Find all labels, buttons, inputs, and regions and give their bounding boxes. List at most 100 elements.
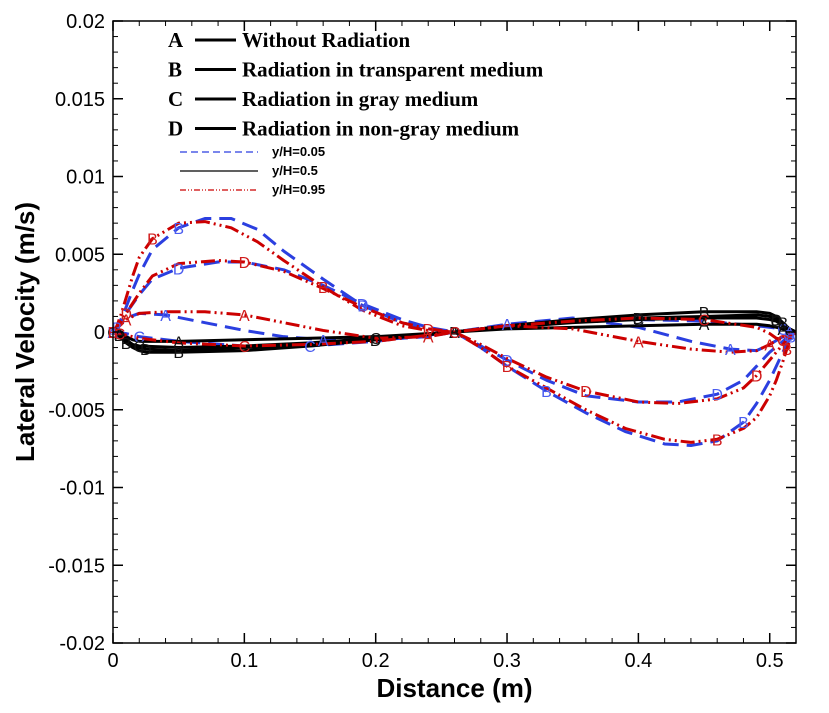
y-tick-label: -0.02 bbox=[59, 633, 105, 655]
series-marker-a-y-h-0-05: A bbox=[502, 317, 513, 334]
series-marker-b-y-h-0-5: B bbox=[778, 316, 789, 333]
x-tick-label: 0.1 bbox=[230, 650, 258, 672]
legend-letter: D bbox=[168, 117, 183, 141]
y-tick-label: 0 bbox=[94, 322, 105, 344]
series-marker-d-y-h-0-95: D bbox=[751, 369, 763, 386]
series-line-b-y-h-0-95 bbox=[113, 220, 796, 444]
series-marker-d-y-h-0-05: D bbox=[784, 328, 796, 345]
legend-position-y-h-0-05: y/H=0.05 bbox=[180, 144, 325, 159]
legend-entry-b: B Radiation in transparent medium bbox=[168, 58, 544, 82]
legend-label: Radiation in non-gray medium bbox=[242, 117, 520, 141]
series-line-c-y-h-0-95 bbox=[113, 316, 796, 348]
y-tick-label: 0.005 bbox=[55, 244, 105, 266]
series-line-a-y-h-0-95 bbox=[113, 310, 791, 354]
series-marker-b-y-h-0-95: B bbox=[502, 359, 513, 376]
legend-letter: B bbox=[168, 58, 182, 82]
series-marker-b-y-h-0-95: B bbox=[318, 280, 329, 297]
series-marker-d-y-h-0-95: D bbox=[120, 306, 132, 323]
series-marker-a-y-h-0-05: A bbox=[160, 308, 171, 325]
series-marker-c-y-h-0-95: C bbox=[777, 333, 789, 350]
series-marker-d-y-h-0-05: D bbox=[173, 261, 185, 278]
y-tick-label: -0.015 bbox=[48, 555, 105, 577]
series-marker-d-y-h-0-95: D bbox=[580, 384, 592, 401]
y-tick-label: -0.01 bbox=[59, 478, 105, 500]
series-marker-c-y-h-0-05: C bbox=[777, 322, 789, 339]
y-axis-title: Lateral Velocity (m/s) bbox=[10, 202, 40, 462]
x-axis-title: Distance (m) bbox=[376, 673, 532, 703]
series-marker-d-y-h-0-5: D bbox=[633, 311, 645, 328]
legend-entry-d: D Radiation in non-gray medium bbox=[168, 117, 520, 141]
series-marker-c-y-h-0-95: C bbox=[239, 339, 251, 356]
legend-position-label: y/H=0.05 bbox=[272, 144, 325, 159]
series-marker-b-y-h-0-05: B bbox=[112, 320, 123, 337]
series-marker-a-y-h-0-05: A bbox=[318, 333, 329, 350]
legend-position-y-h-0-5: y/H=0.5 bbox=[180, 163, 318, 178]
axis-layer: -0.02 -0.015 -0.01 -0.005 0 0.005 0.01 0.015 0.0… bbox=[10, 11, 797, 703]
legend-layer: A Without Radiation B Radiation in transpar… bbox=[168, 28, 544, 197]
series-marker-a-y-h-0-95: A bbox=[633, 334, 644, 351]
legend-label: Without Radiation bbox=[242, 28, 411, 52]
series-line-d-y-h-0-95 bbox=[113, 258, 796, 406]
series-marker-a-y-h-0-5: A bbox=[114, 327, 125, 344]
series-marker-b-y-h-0-05: B bbox=[785, 330, 796, 347]
legend-entry-c: C Radiation in gray medium bbox=[168, 87, 479, 111]
series-marker-a-y-h-0-05: A bbox=[725, 342, 736, 359]
series-marker-b-y-h-0-5: B bbox=[699, 305, 710, 322]
series-marker-b-y-h-0-5: B bbox=[173, 345, 184, 362]
series-marker-b-y-h-0-05: B bbox=[173, 221, 184, 238]
series-marker-a-y-h-0-95: A bbox=[423, 330, 434, 347]
y-tick-label: 0.01 bbox=[66, 167, 105, 189]
y-tick-label: -0.005 bbox=[48, 400, 105, 422]
series-marker-c-y-h-0-5: C bbox=[633, 313, 645, 330]
series-marker-b-y-h-0-95: B bbox=[147, 232, 158, 249]
legend-letter: A bbox=[168, 28, 184, 52]
series-marker-d-y-h-0-05: D bbox=[357, 297, 369, 314]
legend-entry-a: A Without Radiation bbox=[168, 28, 411, 52]
series-marker-c-y-h-0-95: C bbox=[449, 325, 461, 342]
series-marker-c-y-h-0-5: C bbox=[133, 339, 145, 356]
x-tick-label: 0.5 bbox=[756, 650, 784, 672]
series-marker-c-y-h-0-95: C bbox=[114, 327, 126, 344]
series-marker-d-y-h-0-95: D bbox=[422, 322, 434, 339]
series-marker-d-y-h-0-5: D bbox=[140, 342, 152, 359]
series-marker-a-y-h-0-5: A bbox=[778, 322, 789, 339]
series-marker-a-y-h-0-05: A bbox=[784, 325, 795, 342]
series-marker-a-y-h-0-95: A bbox=[239, 308, 250, 325]
x-tick-label: 0.2 bbox=[362, 650, 390, 672]
series-marker-b-y-h-0-05: B bbox=[541, 384, 552, 401]
legend-letter: C bbox=[168, 87, 183, 111]
x-tick-label: 0.3 bbox=[493, 650, 521, 672]
series-marker-c-y-h-0-5: C bbox=[771, 314, 783, 331]
series-marker-c-y-h-0-5: C bbox=[370, 331, 382, 348]
x-tick-label: 0.4 bbox=[624, 650, 652, 672]
series-marker-b-y-h-0-5: B bbox=[121, 336, 132, 353]
series-line-a-y-h-0-05 bbox=[113, 311, 791, 353]
series-marker-d-y-h-0-95: D bbox=[239, 255, 251, 272]
series-marker-a-y-h-0-95: A bbox=[121, 313, 132, 330]
series-marker-a-y-h-0-5: A bbox=[449, 325, 460, 342]
series-marker-b-y-h-0-05: B bbox=[357, 299, 368, 316]
series-marker-d-y-h-0-5: D bbox=[114, 328, 126, 345]
series-marker-c-y-h-0-95: C bbox=[698, 313, 710, 330]
series-line-d-y-h-0-05 bbox=[113, 260, 796, 404]
series-marker-d-y-h-0-5: D bbox=[771, 313, 783, 330]
legend-label: Radiation in gray medium bbox=[242, 87, 479, 111]
series-marker-b-y-h-0-95: B bbox=[712, 432, 723, 449]
legend-position-label: y/H=0.5 bbox=[272, 163, 318, 178]
series-marker-a-y-h-0-5: A bbox=[699, 317, 710, 334]
legend-position-y-h-0-95: y/H=0.95 bbox=[180, 182, 325, 197]
legend-position-label: y/H=0.95 bbox=[272, 182, 325, 197]
y-tick-label: 0.02 bbox=[66, 11, 105, 33]
series-marker-c-y-h-0-05: C bbox=[449, 325, 461, 342]
series-marker-b-y-h-0-5: B bbox=[449, 325, 460, 342]
series-marker-c-y-h-0-05: C bbox=[133, 330, 145, 347]
y-tick-label: 0.015 bbox=[55, 89, 105, 111]
series-marker-a-y-h-0-5: A bbox=[173, 334, 184, 351]
legend-label: Radiation in transparent medium bbox=[242, 58, 544, 82]
series-marker-a-y-h-0-95: A bbox=[764, 337, 775, 354]
series-marker-b-y-h-0-95: B bbox=[781, 342, 792, 359]
series-marker-d-y-h-0-05: D bbox=[711, 387, 723, 404]
series-marker-c-y-h-0-05: C bbox=[633, 313, 645, 330]
